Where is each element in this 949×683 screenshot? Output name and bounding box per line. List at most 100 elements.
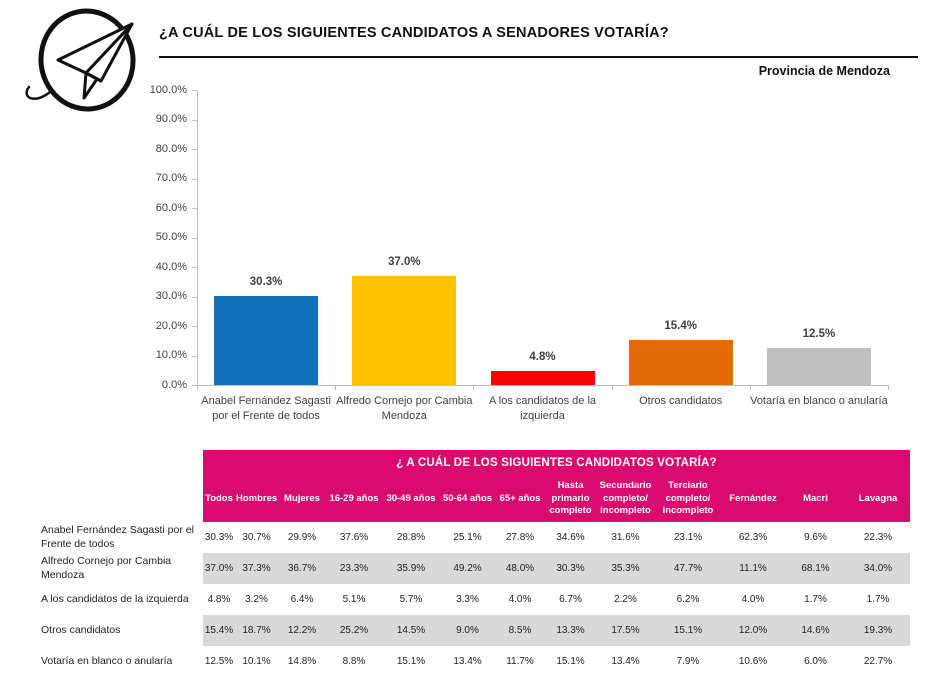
table-cell: 30.7%	[242, 532, 271, 543]
table-cell: 15.1%	[655, 615, 721, 646]
table-cell: 62.3%	[738, 532, 768, 543]
y-axis-tick	[192, 119, 197, 121]
table-cell: 13.4%	[453, 656, 482, 667]
table-cell: 13.3%	[545, 615, 596, 646]
table-cell: 3.2%	[245, 594, 268, 605]
table-column-header: Mujeres	[278, 476, 326, 522]
chart-bar	[214, 295, 319, 385]
table-cell: 6.0%	[804, 656, 827, 667]
y-axis-tick	[192, 326, 197, 327]
y-axis-tick-label: 50.0%	[155, 231, 187, 243]
table-cell: 30.3%	[545, 553, 596, 584]
y-axis-tick	[192, 149, 197, 150]
table-cell: 34.6%	[556, 532, 585, 543]
table-cell: 35.3%	[596, 553, 655, 584]
table-cell: 8.8%	[342, 656, 366, 667]
table-column-header: Lavagna	[846, 476, 911, 522]
table-cell: 14.5%	[382, 615, 440, 646]
table-row: Alfredo Cornejo por Cambia Mendoza 37.0% 3…	[40, 553, 911, 584]
table-cell: 27.8%	[505, 532, 535, 543]
table-cell: 25.2%	[326, 615, 382, 646]
chart-bar	[766, 348, 871, 385]
table-cell: 9.6%	[804, 532, 827, 543]
y-axis-tick-label: 0.0%	[161, 378, 187, 391]
table-cell: 4.0%	[741, 594, 765, 605]
y-axis-tick-label: 90.0%	[155, 113, 187, 125]
table-cell: 18.7%	[235, 615, 278, 646]
bar-value-label: 15.4%	[664, 319, 697, 332]
chart-bar	[352, 275, 457, 385]
table-header-row: Todos Hombres Mujeres 16-29 años 30-49 años 5…	[40, 476, 911, 522]
table-cell: 23.1%	[673, 532, 703, 543]
bar-value-label: 37.0%	[387, 255, 421, 268]
table-cell: 10.1%	[242, 656, 271, 667]
province-label: Provincia de Mendoza	[758, 64, 890, 78]
table-column-header: Fernández	[721, 476, 785, 522]
y-axis-tick	[192, 385, 197, 386]
table-cell: 28.8%	[396, 532, 426, 543]
table-cell: 4.0%	[508, 594, 532, 605]
table-cell: 6.7%	[559, 594, 582, 605]
table-row: A los candidatos de la izquierda 4.8% 3.2%…	[40, 584, 910, 615]
table-cell: 7.9%	[676, 656, 700, 667]
table-cell: 47.7%	[655, 553, 721, 584]
table-cell: 37.6%	[339, 532, 369, 543]
table-cell: 10.6%	[738, 656, 768, 667]
y-axis-tick	[192, 237, 197, 239]
table-cell: 49.2%	[440, 553, 495, 584]
y-axis-tick	[192, 178, 197, 180]
y-axis-tick-label: 40.0%	[155, 260, 187, 273]
table-cell: 15.1%	[556, 656, 585, 667]
table-cell: 13.4%	[611, 656, 640, 667]
table-column-header: Todos	[203, 476, 235, 522]
table-cell: 25.1%	[453, 532, 482, 543]
table-cell: 14.8%	[287, 656, 317, 667]
table-cell: 8.5%	[495, 615, 545, 646]
x-axis-tick	[197, 385, 198, 390]
table-column-header: Terciario completo/ incompleto	[655, 476, 721, 522]
table-cell: 12.2%	[278, 615, 326, 646]
x-axis-category-label: A los candidatos de la izquierda	[488, 395, 597, 422]
table-column-header: 16-29 años	[326, 476, 382, 522]
y-axis-tick-label: 10.0%	[155, 349, 187, 361]
table-row-label: Anabel Fernández Sagasti por el Frente d…	[41, 524, 194, 550]
table-row-label: A los candidatos de la izquierda	[41, 592, 189, 605]
x-axis-category-label: Votaría en blanco o anularía	[750, 395, 888, 407]
table-cell: 31.6%	[611, 532, 640, 543]
table-cell: 15.1%	[396, 656, 426, 667]
y-axis-tick-label: 30.0%	[155, 290, 187, 302]
bar-value-label: 4.8%	[529, 350, 556, 363]
x-axis-category-label: Alfredo Cornejo por Cambia Mendoza	[336, 395, 473, 422]
bar-value-label: 30.3%	[249, 275, 283, 288]
chart-bar	[490, 370, 595, 385]
table-cell: 9.0%	[440, 615, 495, 646]
x-axis-tick	[335, 385, 337, 390]
table-cell: 37.0%	[203, 553, 235, 584]
table-cell: 29.9%	[287, 532, 317, 543]
table-cell: 5.1%	[342, 594, 366, 605]
table-column-header: Hasta primario completo	[545, 476, 596, 522]
table-cell: 34.0%	[846, 553, 911, 584]
table-column-header: 50-64 años	[440, 476, 495, 522]
table-column-header: Secundario completo/ incompleto	[596, 476, 655, 522]
table-column-header: Hombres	[235, 476, 278, 522]
table-cell: 15.4%	[203, 615, 235, 646]
x-axis-tick	[611, 385, 613, 390]
table-cell: 1.7%	[804, 594, 827, 605]
table-cell: 3.3%	[456, 594, 479, 605]
paper-plane-logo-icon	[25, 8, 136, 112]
y-axis-tick-label: 60.0%	[155, 201, 187, 214]
table-column-header: Macri	[785, 476, 846, 522]
x-axis-category-label: Otros candidatos	[639, 395, 723, 407]
y-axis-tick-label: 100.0%	[149, 83, 187, 96]
title-underline	[159, 56, 918, 58]
table-cell: 22.7%	[863, 656, 893, 667]
table-cell: 6.4%	[290, 594, 314, 605]
x-axis-tick	[473, 385, 475, 390]
table-corner-spacer	[40, 450, 203, 476]
table-cell: 12.5%	[204, 656, 234, 667]
table-cell: 11.1%	[721, 553, 785, 584]
table-cell: 48.0%	[495, 553, 545, 584]
y-axis-tick-label: 80.0%	[155, 142, 187, 155]
